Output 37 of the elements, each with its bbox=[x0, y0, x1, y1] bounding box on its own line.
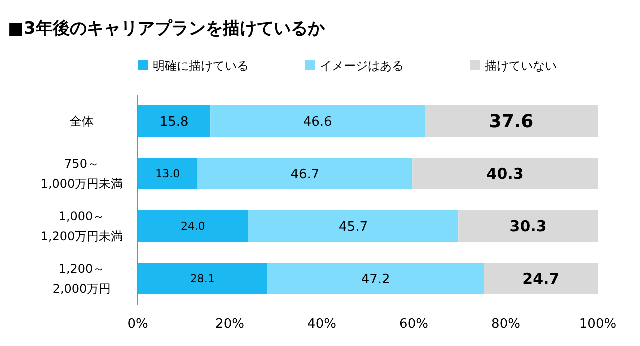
data-label: 15.8 bbox=[160, 114, 189, 130]
x-tick-label: 100% bbox=[579, 317, 617, 332]
chart-title: ■3年後のキャリアプランを描けているか bbox=[8, 19, 326, 39]
bar bbox=[248, 210, 459, 242]
data-label: 46.6 bbox=[303, 114, 332, 130]
data-label: 46.7 bbox=[290, 167, 320, 182]
bar bbox=[138, 158, 198, 190]
bar bbox=[138, 106, 211, 137]
y-tick-label: 750～ 1,000万円未満 bbox=[40, 156, 124, 191]
bar bbox=[198, 158, 413, 190]
legend-label: イメージはある bbox=[320, 59, 404, 73]
y-tick-label: 1,000～ 1,200万円未満 bbox=[40, 209, 124, 244]
bar bbox=[425, 106, 598, 137]
data-label: 13.0 bbox=[156, 168, 180, 181]
bar bbox=[484, 263, 598, 294]
y-tick-label: 1,200～ 2,000万円 bbox=[52, 262, 112, 296]
bar bbox=[210, 106, 426, 137]
legend-label: 描けていない bbox=[485, 59, 557, 73]
data-label: 24.7 bbox=[522, 270, 560, 288]
x-tick-label: 40% bbox=[308, 317, 336, 332]
data-label: 40.3 bbox=[486, 165, 524, 184]
bar bbox=[412, 158, 598, 190]
bar bbox=[458, 210, 598, 242]
x-tick-label: 60% bbox=[400, 317, 428, 332]
bar bbox=[267, 263, 484, 294]
data-label: 24.0 bbox=[180, 220, 206, 234]
x-tick-label: 80% bbox=[492, 317, 520, 332]
data-label: 30.3 bbox=[510, 218, 547, 236]
bar bbox=[138, 210, 248, 242]
x-tick-label: 20% bbox=[216, 317, 244, 332]
data-label: 47.2 bbox=[361, 272, 390, 288]
x-tick-label: 0% bbox=[128, 317, 148, 332]
data-label: 28.1 bbox=[190, 272, 215, 286]
y-tick-label: 全体 bbox=[70, 114, 94, 128]
data-label: 37.6 bbox=[489, 112, 534, 133]
data-label: 45.7 bbox=[339, 220, 368, 235]
bar bbox=[138, 263, 268, 294]
